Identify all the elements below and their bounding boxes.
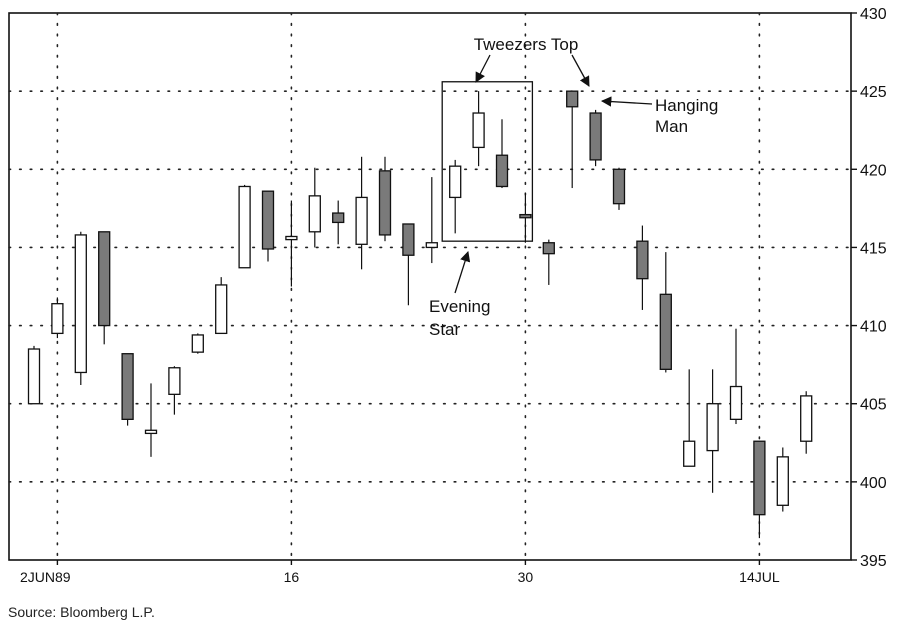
candle-body [168,367,181,395]
candle-body [121,353,134,420]
candle [636,225,649,310]
candle-body [612,168,626,205]
x-tick-label: 30 [518,569,534,585]
candle-body [215,284,228,335]
candle [425,177,438,264]
highlight-box [441,81,534,242]
candle-body [74,234,87,374]
candle-body [449,165,462,199]
candle-body [51,303,64,335]
candle [332,200,345,245]
candle-body [98,231,111,327]
candle-body [144,429,158,435]
annotation-line: Hanging [655,96,718,115]
candle-body [683,440,696,467]
arrow-evening-star [454,251,471,294]
y-axis-ticks: 395 400 405 410 415 420 425 430 [851,6,887,570]
annotations-group: Tweezers Top Hanging Man Evening Star [429,35,718,339]
source-note: Source: Bloomberg L.P. [8,604,155,620]
candle [285,200,298,287]
candle-body [308,195,321,233]
candle [566,90,579,189]
candle-body [636,240,649,280]
candle [706,369,719,493]
candle [215,277,228,335]
annotation-evening-star: Evening Star [429,297,490,339]
candle-body [729,385,743,420]
candle-body [589,112,602,161]
candle-body [425,242,438,249]
candle [519,192,532,243]
candle [74,231,87,385]
candle-body [402,223,415,256]
y-tick-label: 400 [860,475,887,492]
candle [355,156,368,270]
candle [683,369,696,467]
candle-body [261,190,275,250]
candle [402,223,415,306]
candle-body [238,185,251,269]
candle [612,167,626,210]
candle [472,91,485,167]
candle-body [566,90,579,108]
annotation-hanging-man: Hanging Man [655,96,718,136]
candle [168,366,181,415]
candle-body [659,293,672,370]
candle [98,231,111,345]
candle-body [542,242,555,255]
annotation-tweezers-top: Tweezers Top [474,35,579,54]
candle [261,190,275,262]
candle-body [495,154,509,188]
candle [659,252,672,373]
candle-body [27,348,41,405]
candle [378,156,392,242]
candle [51,297,64,339]
candle [542,239,555,285]
candle-body [800,395,813,442]
candle [27,345,41,405]
y-tick-label: 425 [860,84,887,101]
candle [121,353,134,426]
annotation-line: Evening [429,297,490,316]
x-axis-ticks: 2JUN89 16 30 14JUL [20,560,780,585]
y-tick-label: 410 [860,319,887,336]
y-tick-label: 395 [860,553,887,570]
candle [753,440,766,539]
x-tick-label: 2JUN89 [20,569,71,585]
y-tick-label: 405 [860,397,887,414]
candle [495,119,509,189]
y-tick-label: 415 [860,240,887,257]
y-tick-label: 420 [860,162,887,179]
candle-body [753,440,766,516]
candle-body [519,213,532,219]
candle-body [776,456,789,506]
candle-body [191,334,204,353]
candles-group [27,90,813,539]
candle [589,109,602,167]
candle [729,328,743,425]
candle [191,333,204,354]
candle-body [472,112,485,149]
candle [144,383,158,457]
candle-body [332,212,345,224]
candle-body [285,235,298,241]
x-tick-label: 16 [284,569,300,585]
candle-body [378,170,392,236]
annotation-line: Man [655,117,688,136]
candle-body [355,196,368,245]
candle-body [706,403,719,452]
x-tick-label: 14JUL [739,569,780,585]
annotation-line: Star [429,320,461,339]
candle [800,391,813,454]
candle [238,184,251,269]
candle [776,447,789,512]
candle [308,167,321,248]
arrow-tweezers-left [475,54,491,83]
arrow-tweezers-right [571,54,590,87]
candle [449,159,462,234]
plot-frame [8,12,852,561]
y-tick-label: 430 [860,6,887,23]
arrow-hanging-man [600,96,653,107]
